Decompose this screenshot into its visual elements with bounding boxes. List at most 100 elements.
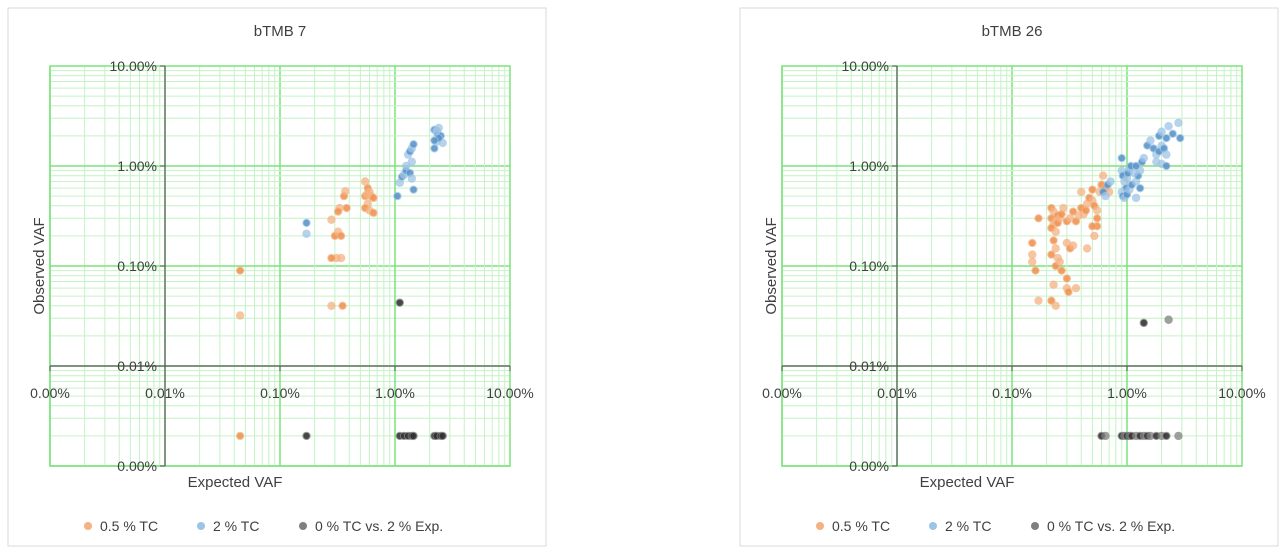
data-point-overlap [1048, 297, 1055, 304]
data-point [1152, 157, 1161, 167]
data-point [1051, 227, 1060, 236]
data-point-overlap [1163, 134, 1170, 142]
data-point [235, 311, 245, 320]
data-point-overlap [410, 186, 417, 193]
chart-title: bTMB 7 [254, 23, 307, 40]
x-tick-label: 0.01% [877, 385, 917, 401]
series-2 [1097, 315, 1183, 441]
x-tick-label: 0.01% [145, 385, 185, 401]
data-point-overlap [328, 254, 335, 262]
data-point [1098, 171, 1108, 180]
data-point [432, 126, 441, 135]
data-point-overlap [1072, 218, 1080, 225]
data-point [407, 174, 417, 183]
data-point [1106, 177, 1115, 186]
data-point-overlap [1035, 215, 1042, 222]
data-point-overlap [1160, 145, 1168, 152]
data-point-overlap [1069, 208, 1077, 215]
y-axis-label: Observed VAF [763, 217, 780, 314]
x-tick-label: 0.00% [30, 385, 70, 401]
data-point [1055, 257, 1064, 267]
data-point [1101, 191, 1110, 201]
data-point [1071, 283, 1081, 293]
series-0 [1028, 171, 1114, 310]
y-tick-label: 0.01% [849, 358, 889, 374]
data-point-overlap [303, 219, 310, 227]
data-point-overlap [1032, 267, 1039, 274]
data-point [1051, 244, 1060, 253]
series-0 [235, 177, 378, 441]
data-point [401, 161, 411, 171]
data-point [1051, 301, 1060, 310]
data-point [327, 301, 336, 310]
legend-label: 2 % TC [945, 518, 991, 534]
data-point-overlap [1176, 134, 1184, 142]
data-point [1174, 431, 1183, 441]
legend-marker [816, 522, 824, 530]
data-point-overlap [1050, 237, 1057, 244]
y-tick-label: 0.10% [849, 258, 889, 274]
data-point [1059, 203, 1068, 213]
legend-marker [197, 522, 205, 530]
y-axis-label: Observed VAF [31, 217, 48, 314]
chart-btmb-26: bTMB 26 10.00% 1.00% 0.10% 0.01% 0.00% 0.00% 0.… [762, 23, 1266, 534]
legend-marker [1031, 522, 1039, 530]
data-point [1146, 431, 1155, 441]
data-point-overlap [410, 141, 417, 148]
data-point [360, 177, 370, 186]
data-point-overlap [236, 267, 244, 274]
legend-label: 0 % TC vs. 2 % Exp. [1047, 518, 1175, 534]
data-point [1034, 296, 1043, 305]
data-point [1049, 280, 1058, 289]
data-point [1164, 122, 1173, 131]
data-point [1028, 257, 1037, 267]
x-tick-label: 1.00% [1107, 385, 1147, 401]
legend: 0.5 % TC 2 % TC 0 % TC vs. 2 % Exp. [84, 518, 443, 534]
data-point-overlap [1163, 432, 1170, 440]
data-point [327, 215, 336, 224]
chart-btmb-7: bTMB 7 10.00% 1.00% 0.10% 0.01% 0.00% 0.00% 0.0… [30, 23, 534, 534]
data-point-overlap [337, 232, 345, 240]
data-point-overlap [1089, 186, 1096, 193]
data-point [1090, 231, 1099, 241]
data-point [1131, 193, 1141, 203]
legend-label: 0.5 % TC [832, 518, 890, 534]
data-point-overlap [370, 209, 377, 217]
data-point-overlap [431, 145, 438, 152]
data-point [336, 253, 346, 263]
data-point [341, 186, 350, 196]
data-point-overlap [410, 432, 417, 440]
x-tick-label: 10.00% [1218, 385, 1265, 401]
y-tick-label: 0.01% [117, 358, 157, 374]
data-point-overlap [1029, 239, 1036, 247]
series-2 [302, 298, 447, 441]
data-point [1077, 187, 1086, 197]
x-tick-label: 0.10% [992, 385, 1032, 401]
data-point-overlap [1163, 162, 1170, 170]
data-point-overlap [394, 192, 401, 200]
x-tick-label: 0.10% [260, 385, 300, 401]
data-point-overlap [1082, 207, 1090, 214]
data-point-overlap [1089, 223, 1096, 230]
data-point [1082, 244, 1092, 253]
legend-marker [84, 522, 92, 530]
data-point-overlap [439, 432, 446, 440]
data-point [362, 190, 372, 199]
data-point-overlap [1048, 251, 1055, 258]
data-point [1174, 118, 1183, 128]
chart-border-left [7, 7, 547, 547]
data-point [1028, 250, 1037, 259]
data-point-overlap [1136, 184, 1144, 192]
legend-label: 0 % TC vs. 2 % Exp. [315, 518, 443, 534]
y-tick-label: 0.00% [849, 458, 889, 474]
y-tick-label: 1.00% [117, 158, 157, 174]
data-point-overlap [370, 194, 377, 202]
legend-marker [929, 522, 937, 530]
data-point-overlap [236, 432, 244, 440]
series-1 [302, 123, 447, 238]
data-point-overlap [1063, 275, 1071, 282]
y-tick-label: 0.00% [117, 458, 157, 474]
y-tick-label: 1.00% [849, 158, 889, 174]
data-point-overlap [1140, 319, 1148, 327]
